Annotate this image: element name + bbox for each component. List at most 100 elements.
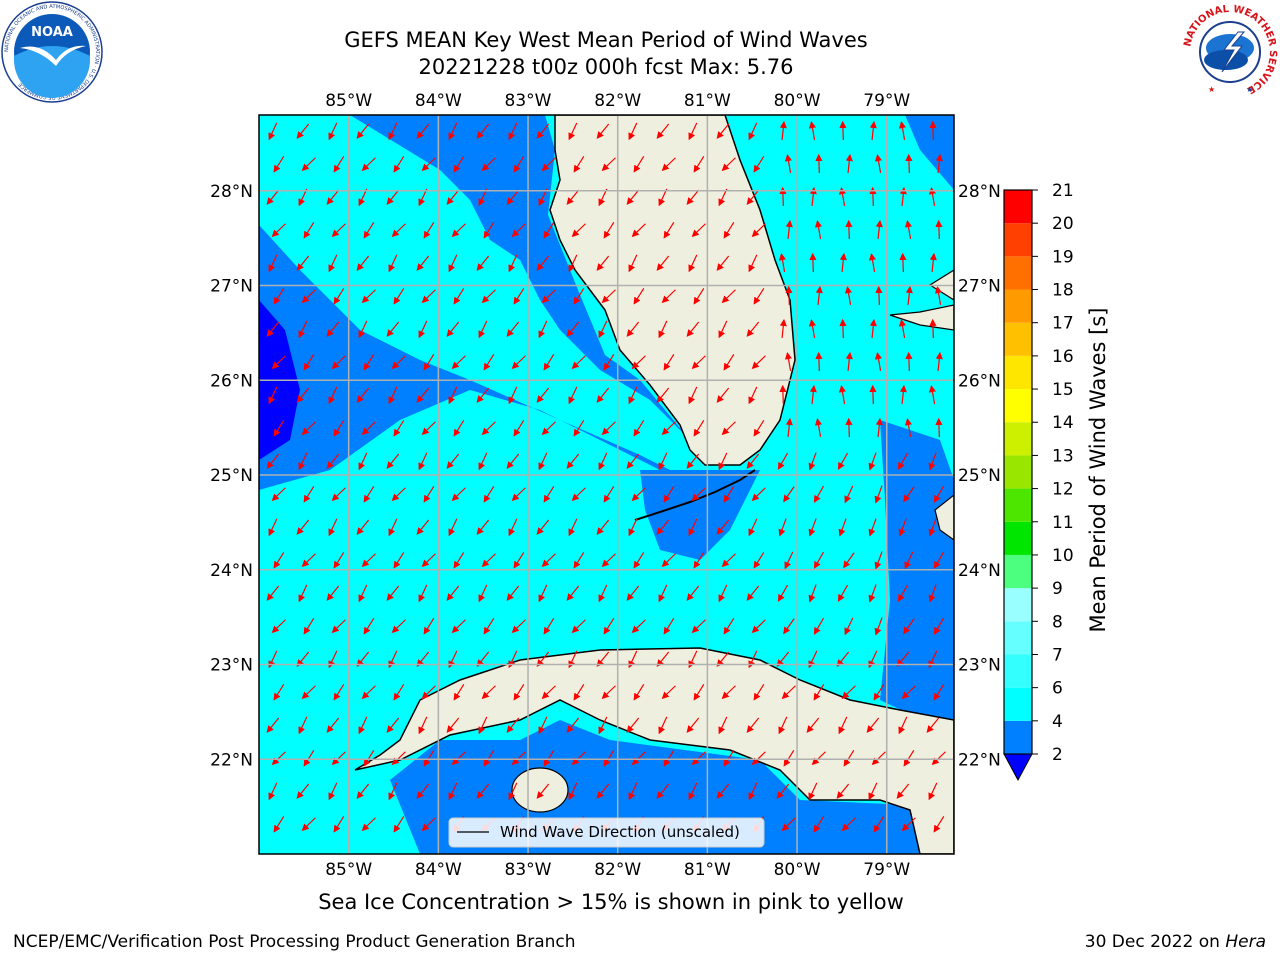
wind-wave-arrow bbox=[508, 122, 518, 141]
wind-wave-arrow bbox=[603, 486, 615, 503]
map-graticule bbox=[259, 115, 954, 854]
wind-wave-arrow bbox=[691, 223, 706, 238]
wind-wave-arrow bbox=[746, 189, 760, 205]
colorbar-extend bbox=[1003, 753, 1033, 782]
wind-wave-arrow bbox=[451, 751, 466, 766]
lat-tick-label: 27°N bbox=[958, 277, 1001, 297]
colorbar-segment bbox=[1004, 422, 1032, 456]
wind-wave-arrow bbox=[358, 188, 368, 207]
wind-wave-arrow bbox=[541, 685, 556, 700]
wind-wave-arrow bbox=[571, 355, 586, 370]
wind-wave-arrow bbox=[844, 285, 853, 305]
wind-wave-arrow bbox=[416, 387, 430, 403]
wind-wave-arrow bbox=[273, 552, 285, 569]
wind-wave-arrow bbox=[571, 487, 586, 502]
wind-wave-arrow bbox=[423, 750, 435, 767]
wind-wave-arrow bbox=[874, 485, 883, 504]
wind-wave-arrow bbox=[839, 318, 847, 339]
wind-wave-arrow bbox=[478, 716, 488, 735]
wind-wave-arrow bbox=[333, 552, 345, 569]
colorbar-segment bbox=[1004, 289, 1032, 323]
wind-wave-arrow bbox=[751, 487, 766, 502]
wind-wave-arrow bbox=[326, 453, 340, 469]
wind-wave-arrow bbox=[478, 320, 488, 339]
wind-wave-arrow bbox=[904, 219, 913, 239]
wind-wave-arrow bbox=[783, 618, 795, 635]
wind-wave-arrow bbox=[418, 716, 428, 735]
wind-wave-arrow bbox=[628, 386, 638, 405]
wind-wave-arrow bbox=[268, 254, 278, 273]
wind-wave-arrow bbox=[753, 288, 765, 305]
wind-wave-arrow bbox=[626, 189, 640, 205]
wind-wave-arrow bbox=[328, 122, 338, 141]
wind-wave-arrow bbox=[538, 452, 548, 471]
wind-wave-arrow bbox=[541, 157, 556, 172]
footer-host: Hera bbox=[1225, 932, 1266, 952]
wind-wave-arrow bbox=[506, 453, 520, 469]
wind-wave-arrow bbox=[626, 717, 640, 733]
wind-wave-arrow bbox=[393, 816, 405, 833]
wind-wave-arrow bbox=[393, 552, 405, 569]
wind-wave-arrow bbox=[476, 783, 490, 799]
wind-wave-arrow bbox=[566, 717, 580, 733]
wind-wave-arrow bbox=[663, 750, 675, 767]
lat-tick-label: 28°N bbox=[958, 182, 1001, 202]
colorbar-segment bbox=[1004, 687, 1032, 721]
wind-wave-arrow bbox=[266, 189, 280, 205]
sea-ice-note: Sea Ice Concentration > 15% is shown in … bbox=[318, 890, 904, 914]
lat-tick-label: 26°N bbox=[210, 371, 253, 391]
wind-wave-arrow bbox=[688, 122, 698, 141]
wind-wave-arrow bbox=[386, 453, 400, 469]
wind-wave-arrow bbox=[356, 651, 370, 667]
colorbar-tick-label: 17 bbox=[1052, 314, 1074, 334]
wind-wave-arrow bbox=[781, 817, 796, 832]
wind-wave-arrow bbox=[903, 486, 915, 503]
wind-wave-arrow bbox=[538, 188, 548, 207]
wind-wave-arrow bbox=[391, 223, 406, 238]
wind-wave-arrow bbox=[596, 519, 610, 535]
wind-wave-arrow bbox=[748, 782, 758, 801]
lat-tick-label: 22°N bbox=[210, 750, 253, 770]
wind-wave-arrow bbox=[508, 518, 518, 537]
wind-wave-arrow bbox=[935, 153, 943, 174]
colorbar-segment bbox=[1004, 521, 1032, 555]
wind-wave-arrow bbox=[598, 320, 608, 339]
wind-wave-arrow bbox=[273, 816, 285, 833]
wind-wave-arrow bbox=[779, 384, 787, 405]
wind-wave-arrow bbox=[601, 157, 616, 172]
wind-wave-arrow bbox=[296, 519, 310, 535]
lat-tick-label: 23°N bbox=[210, 656, 253, 676]
wind-wave-arrow bbox=[361, 685, 376, 700]
wind-wave-arrow bbox=[361, 817, 376, 832]
wind-wave-arrow bbox=[718, 452, 728, 471]
lon-tick-label: 82°W bbox=[594, 860, 641, 880]
wind-wave-arrow bbox=[873, 816, 885, 833]
wind-wave-arrow bbox=[393, 288, 405, 305]
wind-wave-arrow bbox=[748, 386, 758, 405]
colorbar-segment bbox=[1004, 621, 1032, 655]
wind-wave-arrow bbox=[626, 453, 640, 469]
wind-wave-arrow bbox=[446, 717, 460, 733]
wind-wave-arrow bbox=[815, 285, 823, 306]
wind-wave-arrow bbox=[543, 750, 555, 767]
wind-wave-arrow bbox=[868, 518, 877, 537]
wind-wave-arrow bbox=[928, 584, 937, 603]
colorbar-segment bbox=[1004, 720, 1032, 754]
wind-wave-arrow bbox=[723, 354, 735, 371]
wind-wave-arrow bbox=[416, 651, 430, 667]
wind-wave-arrow bbox=[933, 617, 945, 635]
wind-wave-arrow bbox=[333, 156, 345, 173]
colorbar-tick-label: 10 bbox=[1052, 546, 1074, 566]
wind-wave-arrow bbox=[268, 122, 278, 141]
wind-wave-arrow bbox=[421, 685, 436, 700]
wind-wave-arrow bbox=[478, 584, 488, 603]
wind-wave-arrow bbox=[511, 619, 526, 634]
colorbar-segment bbox=[1004, 389, 1032, 423]
wind-wave-arrow bbox=[271, 619, 286, 634]
wind-wave-arrow bbox=[446, 321, 460, 337]
colorbar-tick-label: 12 bbox=[1052, 480, 1074, 500]
wind-wave-arrow bbox=[508, 782, 518, 801]
wind-wave-arrow bbox=[905, 351, 913, 372]
wind-wave-arrow bbox=[536, 123, 550, 139]
colorbar-tick-label: 7 bbox=[1052, 645, 1063, 665]
